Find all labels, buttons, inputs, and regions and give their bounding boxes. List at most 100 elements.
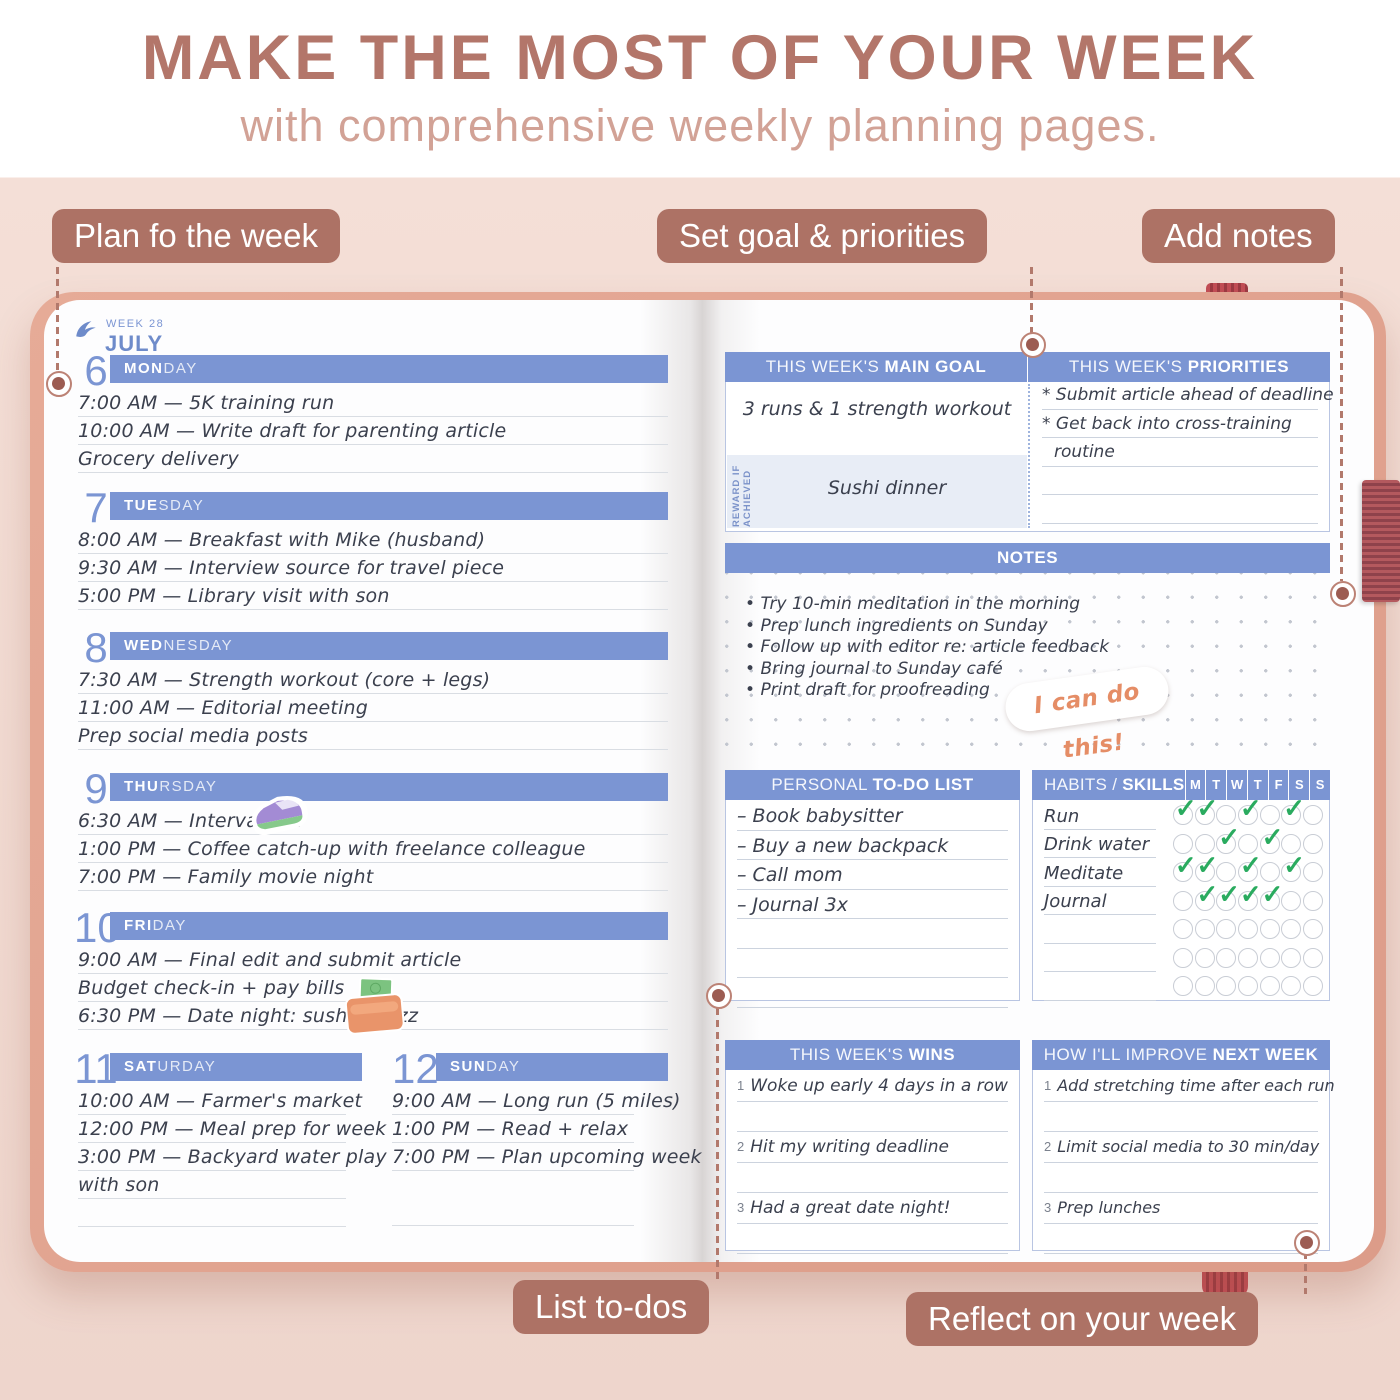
habit-label <box>1044 916 1156 944</box>
habit-check-circle: ✓ <box>1194 795 1218 826</box>
checkmark-icon: ✓ <box>1174 850 1197 881</box>
callout-list-todos: List to-dos <box>513 1280 710 1334</box>
todo-item: – Book babysitter <box>737 801 1008 831</box>
day-header-thursday: THURSDAY <box>110 773 668 801</box>
schedule-entry: 10:00 AM — Farmer's market <box>78 1087 362 1115</box>
reward-label: REWARD IF ACHIEVED <box>731 464 753 527</box>
habit-empty-circle <box>1237 976 1258 997</box>
empty-ruled-line <box>78 1199 346 1227</box>
empty-ruled-line <box>1042 495 1318 524</box>
empty-ruled-line <box>1042 467 1318 496</box>
connector-reflect <box>1304 1252 1307 1294</box>
checkmark-icon: ✓ <box>1283 850 1306 881</box>
habit-empty-circle <box>1259 947 1280 968</box>
schedule-entry: 5:00 PM — Library visit with son <box>78 582 668 610</box>
habit-empty-circle <box>1216 862 1237 883</box>
day-header-friday: FRIDAY <box>110 912 668 940</box>
day-letter: T <box>1246 770 1268 800</box>
checkmark-icon: ✓ <box>1196 793 1219 824</box>
habit-empty-circle <box>1302 862 1323 883</box>
day-number: 9 <box>84 765 108 812</box>
day-letter: M <box>1184 770 1206 800</box>
schedule-entry: Grocery delivery <box>78 445 668 473</box>
empty-ruled-line <box>392 1198 634 1226</box>
checkmark-icon: ✓ <box>1239 850 1262 881</box>
checkmark-icon: ✓ <box>1218 821 1241 852</box>
schedule-entry: 12:00 PM — Meal prep for week <box>78 1115 386 1143</box>
habit-check-circle: ✓ <box>1259 881 1283 911</box>
habit-empty-circle <box>1172 890 1193 911</box>
habit-check-circle: ✓ <box>1259 824 1283 854</box>
note-item: Bring journal to Sunday café <box>745 659 1109 681</box>
improve-header: HOW I'LL IMPROVE NEXT WEEK <box>1032 1040 1330 1070</box>
connector-dot-goals <box>1020 332 1046 358</box>
habit-empty-circle <box>1172 947 1193 968</box>
wallet-money-sticker <box>343 976 406 1036</box>
wallet-body <box>344 992 406 1036</box>
empty-ruled-line <box>737 1163 1008 1193</box>
todo-list: – Book babysitter – Buy a new backpack –… <box>737 801 1008 1008</box>
habit-row <box>1032 972 1330 1001</box>
callout-add-notes: Add notes <box>1142 209 1335 263</box>
schedule-entry: 6:30 AM — Interval run <box>78 807 668 835</box>
habit-label: Run <box>1044 802 1156 830</box>
habit-empty-circle <box>1259 919 1280 940</box>
habit-label: Drink water <box>1044 830 1156 858</box>
habit-empty-circle <box>1237 833 1258 854</box>
connector-goals <box>1030 267 1033 333</box>
habit-label: Meditate <box>1044 859 1156 887</box>
checkmark-icon: ✓ <box>1261 821 1284 852</box>
connector-dot-plan <box>46 371 72 397</box>
habit-label: Journal <box>1044 887 1156 915</box>
schedule-entry: with son <box>78 1171 346 1199</box>
month-label: JULY <box>105 331 164 356</box>
habit-empty-circle <box>1216 947 1237 968</box>
habit-row: Journal ✓ ✓ ✓ ✓ <box>1032 881 1330 915</box>
priority-entry: * Get back into cross-training <box>1042 410 1318 439</box>
empty-ruled-line <box>737 1224 1008 1254</box>
habit-empty-circle <box>1302 833 1323 854</box>
todo-item: – Journal 3x <box>737 890 1008 919</box>
schedule-entry: 7:00 PM — Plan upcoming week <box>392 1143 702 1171</box>
callout-plan-week: Plan fo the week <box>52 209 340 263</box>
habit-empty-circle <box>1194 919 1215 940</box>
day-header-monday: MONDAY <box>110 355 668 383</box>
schedule-entry: 1:00 PM — Coffee catch-up with freelance… <box>78 835 668 863</box>
note-item: Print draft for proofreading <box>745 680 1109 702</box>
habit-empty-circle <box>1259 976 1280 997</box>
notes-list: Try 10-min meditation in the morning Pre… <box>745 594 1109 702</box>
empty-ruled-line <box>1044 1163 1318 1193</box>
habit-empty-circle <box>1281 919 1302 940</box>
habit-empty-circle <box>1302 947 1323 968</box>
habit-grid: Run ✓ ✓ ✓ ✓ Drink water ✓ ✓ Meditate ✓ ✓ ✓ ✓ Journal ✓… <box>1032 795 1330 1001</box>
note-item: Follow up with editor re: article feedba… <box>745 637 1109 659</box>
page-title: MAKE THE MOST OF YOUR WEEK <box>141 23 1259 93</box>
habit-empty-circle <box>1216 919 1237 940</box>
day-letter: F <box>1267 770 1289 800</box>
todo-header: PERSONAL TO-DO LIST <box>725 770 1020 800</box>
habit-empty-circle <box>1259 805 1280 826</box>
todo-box <box>725 770 1020 1001</box>
todo-item: – Call mom <box>737 860 1008 890</box>
day-header-sunday: SUNDAY <box>436 1053 668 1081</box>
checkmark-icon: ✓ <box>1239 793 1262 824</box>
habit-check-circle: ✓ <box>1216 824 1240 854</box>
habit-empty-circle <box>1194 976 1215 997</box>
day-letter: W <box>1226 770 1247 800</box>
empty-ruled-line <box>737 978 1008 1008</box>
reward-value: Sushi dinner <box>827 477 947 499</box>
habits-header: HABITS / SKILLS M T W T F S S <box>1032 770 1330 800</box>
win-entry: 2 Hit my writing deadline <box>737 1132 1008 1163</box>
wins-header: THIS WEEK'S WINS <box>725 1040 1020 1070</box>
habit-empty-circle <box>1281 833 1302 854</box>
habit-row <box>1032 944 1330 972</box>
habit-check-circle: ✓ <box>1172 795 1197 826</box>
habit-empty-circle <box>1172 919 1193 940</box>
improve-list: 1 Add stretching time after each run 2 Lim… <box>1044 1071 1335 1254</box>
priorities-header: THIS WEEK'S PRIORITIES <box>1028 352 1330 382</box>
week-number-label: WEEK 28 <box>106 318 165 330</box>
checkmark-icon: ✓ <box>1261 878 1284 909</box>
habit-check-circle: ✓ <box>1172 852 1197 883</box>
schedule-entry: 9:30 AM — Interview source for travel pi… <box>78 554 668 582</box>
